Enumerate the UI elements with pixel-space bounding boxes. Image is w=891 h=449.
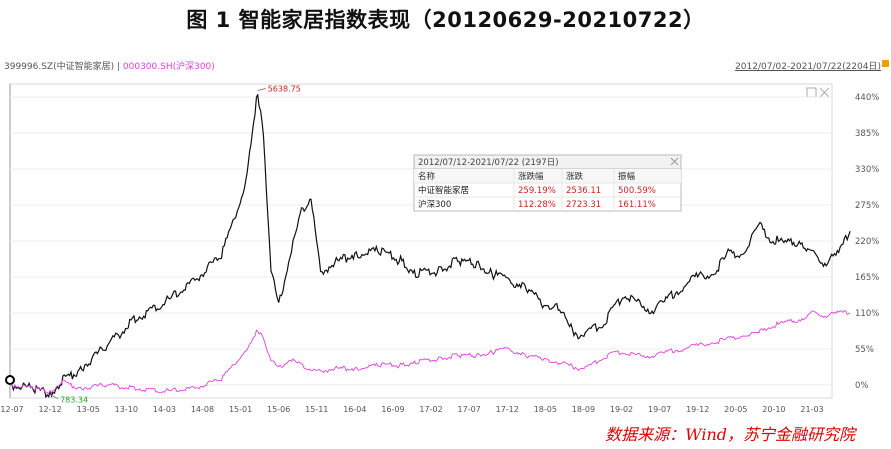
table-cell: 2723.31 xyxy=(566,200,601,210)
legend-series-1[interactable]: 399996.SZ(中证智能家居) xyxy=(4,62,115,72)
x-tick-label: 15-01 xyxy=(229,405,252,414)
date-range-link[interactable]: 2012/07/02-2021/07/22(2204日) xyxy=(735,62,881,72)
x-tick-label: 17-07 xyxy=(458,405,481,414)
table-header-cell: 涨跌幅 xyxy=(518,171,544,182)
y-tick-label: 385% xyxy=(855,129,879,139)
table-header-cell: 名称 xyxy=(418,171,436,182)
x-tick-label: 18-09 xyxy=(572,405,595,414)
x-tick-label: 16-04 xyxy=(343,405,366,414)
table-close-icon[interactable] xyxy=(670,157,679,166)
x-tick-label: 12-12 xyxy=(38,405,61,414)
stats-table: 2012/07/12-2021/07/22 (2197日) 名称 涨跌幅 涨跌 振幅中证… xyxy=(413,154,682,212)
close-icon[interactable] xyxy=(819,87,830,98)
annotations: 5638.75 783.34 xyxy=(49,85,301,405)
table-cell: 161.11% xyxy=(618,200,656,210)
y-tick-label: 0% xyxy=(855,381,869,391)
x-tick-label: 19-12 xyxy=(686,405,709,414)
y-tick-label: 55% xyxy=(855,345,874,355)
x-tick-label: 15-11 xyxy=(305,405,328,414)
x-tick-label: 19-02 xyxy=(610,405,633,414)
x-tick-label: 18-05 xyxy=(534,405,557,414)
x-tick-label: 15-06 xyxy=(267,405,290,414)
table-cell: 中证智能家居 xyxy=(418,185,469,196)
table-cell: 2536.11 xyxy=(566,186,601,196)
legend-separator: | xyxy=(114,62,123,72)
x-tick-label: 19-07 xyxy=(648,405,671,414)
x-tick-label: 17-02 xyxy=(419,405,442,414)
table-header-bg xyxy=(414,169,681,183)
y-tick-label: 165% xyxy=(855,273,879,283)
x-tick-label: 14-08 xyxy=(191,405,214,414)
peak-label: 5638.75 xyxy=(268,85,301,94)
x-tick-label: 16-09 xyxy=(381,405,404,414)
y-tick-label: 220% xyxy=(855,237,879,247)
chart-toolbar: 399996.SZ(中证智能家居) | 000300.SH(沪深300) 201… xyxy=(0,56,891,76)
low-label: 783.34 xyxy=(60,396,88,405)
table-cell: 500.59% xyxy=(618,186,656,196)
table-cell: 112.28% xyxy=(518,200,556,210)
x-axis-ticks: 12-07 12-12 13-05 13-10 14-03 14-08 15-01 15-06… xyxy=(0,405,823,414)
x-tick-label: 12-07 xyxy=(0,405,23,414)
x-tick-label: 13-05 xyxy=(77,405,100,414)
series-lines xyxy=(11,94,851,399)
start-marker[interactable] xyxy=(5,375,15,385)
series-line-1 xyxy=(11,94,851,399)
low-pointer xyxy=(49,394,59,400)
maximize-icon[interactable] xyxy=(806,87,817,98)
data-source: 数据来源：Wind，苏宁金融研究院 xyxy=(605,425,855,444)
y-tick-label: 110% xyxy=(855,309,879,319)
y-axis-ticks: 440% 385% 330% 275% 220% 165% 110% 55% 0% xyxy=(855,93,879,391)
legend-series-2[interactable]: 000300.SH(沪深300) xyxy=(122,62,215,72)
page-title: 图 1 智能家居指数表现（20120629-20210722） xyxy=(186,8,705,32)
table-title: 2012/07/12-2021/07/22 (2197日) xyxy=(418,158,559,168)
y-tick-label: 275% xyxy=(855,201,879,211)
x-tick-label: 17-12 xyxy=(496,405,519,414)
x-tick-label: 20-10 xyxy=(762,405,785,414)
series-legend: 399996.SZ(中证智能家居) | 000300.SH(沪深300) xyxy=(4,59,215,72)
peak-pointer xyxy=(257,88,266,92)
x-tick-label: 14-03 xyxy=(153,405,176,414)
table-cell: 沪深300 xyxy=(418,199,451,210)
table-header-cell: 振幅 xyxy=(618,171,636,182)
table-cell: 259.19% xyxy=(518,186,556,196)
grid-lines xyxy=(10,96,832,386)
y-tick-label: 330% xyxy=(855,165,879,175)
x-tick-label: 13-10 xyxy=(115,405,138,414)
series-line-2 xyxy=(11,310,851,395)
x-tick-label: 20-05 xyxy=(724,405,747,414)
y-tick-label: 440% xyxy=(855,93,879,103)
lock-icon[interactable] xyxy=(882,60,889,67)
x-tick-label: 21-03 xyxy=(800,405,823,414)
table-header-cell: 涨跌 xyxy=(566,171,584,182)
